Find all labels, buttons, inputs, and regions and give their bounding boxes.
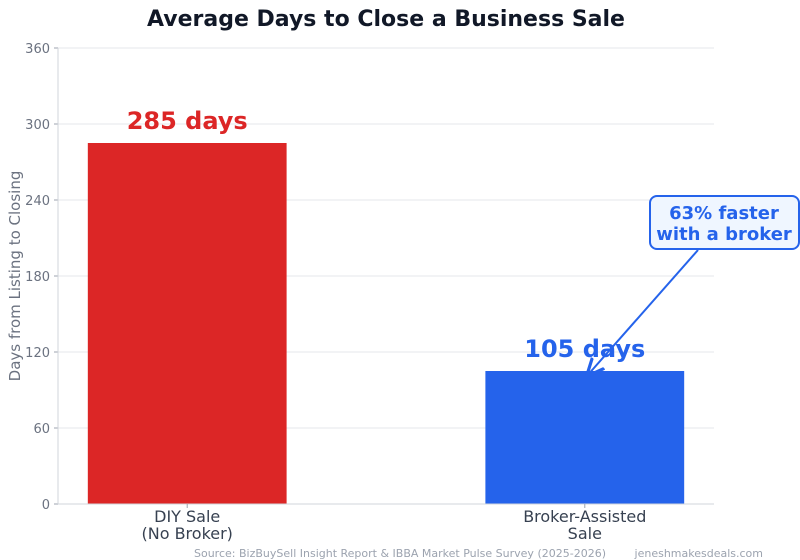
x-tick-label: Broker-Assisted Sale bbox=[523, 507, 646, 543]
chart-title: Average Days to Close a Business Sale bbox=[147, 7, 625, 32]
bar-value-label: 105 days bbox=[524, 335, 645, 363]
watermark: jeneshmakesdeals.com bbox=[634, 547, 763, 560]
y-tick-label: 0 bbox=[42, 498, 50, 513]
x-tick-label: DIY Sale (No Broker) bbox=[141, 507, 232, 543]
y-tick-label: 300 bbox=[25, 118, 50, 133]
y-tick-label: 60 bbox=[33, 422, 50, 437]
annotation-box bbox=[649, 195, 800, 250]
y-tick-label: 240 bbox=[25, 194, 50, 209]
bar bbox=[87, 143, 287, 504]
annotation-arrow bbox=[588, 249, 699, 375]
bar-value-label: 285 days bbox=[127, 107, 248, 135]
y-tick-label: 180 bbox=[25, 270, 50, 285]
source-note: Source: BizBuySell Insight Report & IBBA… bbox=[194, 547, 606, 560]
bar bbox=[485, 371, 685, 504]
y-tick-label: 360 bbox=[25, 42, 50, 57]
y-axis-label: Days from Listing to Closing bbox=[6, 171, 24, 382]
y-tick-label: 120 bbox=[25, 346, 50, 361]
annotation-text: 63% faster with a broker bbox=[656, 203, 792, 245]
